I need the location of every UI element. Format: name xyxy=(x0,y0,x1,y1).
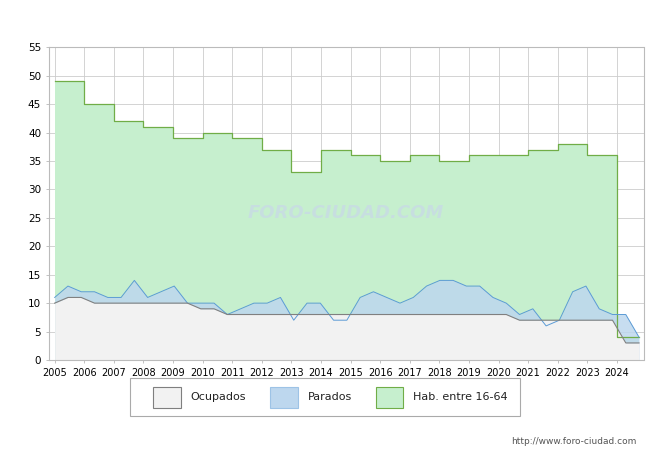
Text: Dévanos - Evolucion de la poblacion en edad de Trabajar Septiembre de 2024: Dévanos - Evolucion de la poblacion en e… xyxy=(65,13,585,26)
Text: Hab. entre 16-64: Hab. entre 16-64 xyxy=(413,392,508,402)
Bar xyxy=(270,387,298,408)
Text: Ocupados: Ocupados xyxy=(190,392,246,402)
Text: Parados: Parados xyxy=(307,392,352,402)
Text: http://www.foro-ciudad.com: http://www.foro-ciudad.com xyxy=(512,436,637,446)
Bar xyxy=(376,387,403,408)
Bar xyxy=(153,387,181,408)
Text: FORO-CIUDAD.COM: FORO-CIUDAD.COM xyxy=(248,204,444,222)
